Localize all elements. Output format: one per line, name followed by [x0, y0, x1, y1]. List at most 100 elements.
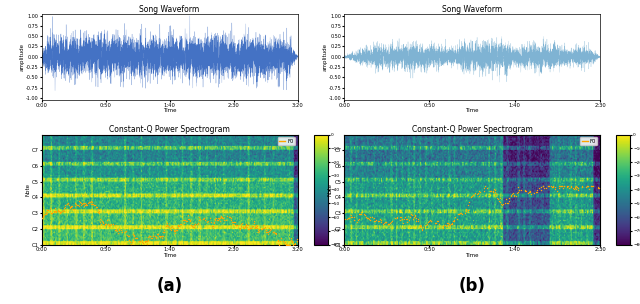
Point [443, 221, 453, 226]
Point [467, 195, 477, 200]
Point [80, 202, 90, 207]
Point [488, 189, 498, 194]
Point [214, 219, 225, 223]
Point [422, 222, 433, 227]
Point [98, 220, 108, 225]
Point [448, 218, 458, 223]
Point [95, 219, 106, 224]
Point [285, 242, 295, 247]
Point [536, 185, 547, 190]
Point [286, 238, 296, 243]
Point [194, 218, 204, 223]
Point [456, 210, 467, 215]
Title: Song Waveform: Song Waveform [140, 5, 200, 14]
Point [166, 224, 177, 229]
Point [76, 201, 86, 206]
Point [454, 212, 464, 217]
Point [74, 199, 84, 204]
Point [208, 226, 218, 230]
Point [241, 221, 251, 226]
Point [42, 208, 52, 213]
Point [381, 219, 392, 224]
Point [115, 227, 125, 232]
Point [573, 187, 583, 192]
Point [280, 240, 291, 245]
Point [235, 226, 245, 231]
Point [493, 196, 503, 201]
Point [62, 202, 72, 206]
Point [148, 234, 158, 239]
Point [169, 228, 179, 233]
Point [163, 224, 173, 229]
Point [344, 215, 354, 220]
Point [258, 225, 268, 230]
Point [463, 203, 474, 208]
Point [571, 186, 581, 191]
Point [83, 200, 93, 205]
Point [56, 210, 66, 215]
Point [125, 242, 136, 247]
Point [392, 216, 403, 220]
Point [385, 221, 396, 226]
Point [260, 227, 271, 232]
Point [65, 205, 76, 210]
Point [370, 218, 380, 223]
Point [489, 187, 499, 192]
Point [593, 186, 603, 191]
Point [521, 189, 531, 194]
Point [155, 234, 165, 239]
Point [51, 206, 61, 211]
Point [383, 221, 393, 226]
Point [138, 240, 148, 245]
Point [207, 223, 217, 228]
Point [365, 215, 376, 219]
Point [134, 239, 144, 244]
Point [454, 211, 465, 216]
Point [42, 211, 52, 216]
Point [369, 219, 380, 223]
Point [61, 202, 72, 206]
Point [539, 185, 549, 190]
Point [263, 229, 273, 234]
Point [506, 192, 516, 197]
Point [457, 212, 467, 216]
Point [572, 183, 582, 188]
Point [79, 200, 89, 205]
Point [444, 223, 454, 227]
Point [538, 183, 548, 188]
Point [189, 222, 200, 226]
Point [508, 191, 518, 196]
Point [189, 225, 199, 230]
Legend: F0: F0 [580, 137, 598, 145]
Point [421, 223, 431, 227]
Point [577, 184, 588, 188]
Point [238, 224, 248, 229]
Point [274, 242, 284, 247]
Point [104, 223, 114, 228]
Point [203, 218, 213, 223]
Point [143, 235, 153, 240]
Y-axis label: Note: Note [328, 183, 333, 196]
Point [441, 223, 451, 228]
Point [379, 220, 389, 225]
Y-axis label: amplitude: amplitude [20, 43, 25, 71]
Point [464, 200, 474, 205]
Point [70, 201, 81, 206]
Point [68, 207, 79, 212]
Point [397, 217, 408, 222]
Point [161, 224, 171, 229]
Point [387, 219, 397, 224]
Point [260, 225, 271, 230]
Point [157, 234, 168, 239]
Point [127, 240, 137, 244]
Point [130, 235, 140, 240]
Point [532, 188, 542, 192]
Point [106, 222, 116, 226]
Point [432, 218, 442, 223]
Point [509, 194, 519, 199]
Point [69, 207, 79, 212]
Point [541, 185, 551, 190]
Point [162, 222, 172, 227]
Point [392, 215, 402, 220]
Point [193, 220, 203, 225]
